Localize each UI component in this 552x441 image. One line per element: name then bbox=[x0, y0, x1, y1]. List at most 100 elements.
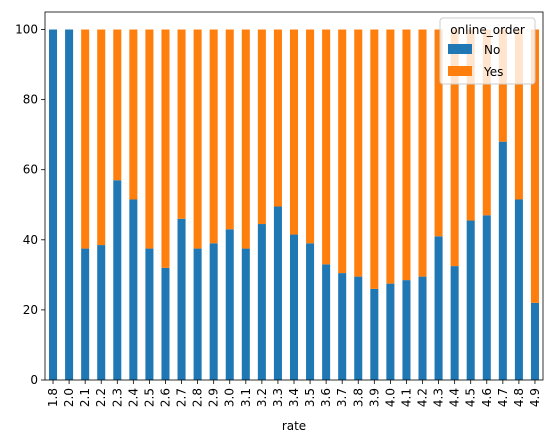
x-tick-label: 3.3 bbox=[271, 388, 285, 407]
bar-no-2.0 bbox=[65, 29, 74, 381]
legend: online_order No Yes bbox=[439, 17, 536, 85]
bar-no-2.4 bbox=[129, 199, 138, 380]
bar-yes-2.1 bbox=[81, 29, 90, 249]
legend-items: No Yes bbox=[448, 43, 503, 79]
bar-no-4.0 bbox=[386, 283, 395, 380]
bar-no-4.1 bbox=[402, 280, 411, 380]
bar-no-2.1 bbox=[81, 248, 90, 380]
x-tick-label: 2.0 bbox=[62, 388, 76, 407]
x-tick-label: 3.9 bbox=[367, 388, 381, 407]
bar-yes-2.4 bbox=[129, 29, 138, 200]
x-tick-labels: 1.8 2.0 2.1 2.2 2.3 2.4 2.5 2.6 2.7 2.8 2.9 3.0 3.1 3… bbox=[46, 388, 542, 407]
bar-no-3.8 bbox=[354, 276, 363, 380]
x-tick-label: 4.4 bbox=[448, 388, 462, 407]
y-tick-label: 0 bbox=[30, 373, 38, 387]
x-tick-label: 4.0 bbox=[383, 388, 397, 407]
bar-yes-3.5 bbox=[306, 29, 315, 244]
bar-no-4.7 bbox=[498, 141, 507, 380]
legend-label-yes: Yes bbox=[483, 65, 503, 79]
bar-no-3.4 bbox=[289, 234, 299, 380]
bar-yes-4.7 bbox=[498, 29, 507, 142]
bar-yes-3.0 bbox=[225, 29, 234, 230]
y-tick-label: 60 bbox=[23, 163, 38, 177]
bar-yes-4.4 bbox=[450, 29, 459, 267]
bar-yes-3.7 bbox=[338, 29, 347, 274]
bar-no-3.2 bbox=[257, 224, 266, 380]
y-tick-label: 20 bbox=[23, 303, 38, 317]
y-tick-label: 100 bbox=[15, 23, 38, 37]
bar-yes-3.6 bbox=[322, 29, 331, 265]
bar-yes-4.9 bbox=[530, 29, 539, 303]
y-tick-label: 40 bbox=[23, 233, 38, 247]
bar-yes-4.6 bbox=[482, 29, 491, 216]
legend-swatch-yes bbox=[448, 66, 472, 76]
x-tick-label: 2.4 bbox=[126, 388, 140, 407]
x-tick-label: 3.5 bbox=[303, 388, 317, 407]
bar-no-2.3 bbox=[113, 180, 122, 380]
bar-no-4.2 bbox=[418, 276, 427, 380]
bar-no-2.5 bbox=[145, 248, 154, 380]
x-tick-label: 4.8 bbox=[512, 388, 526, 407]
bar-yes-2.7 bbox=[177, 29, 186, 219]
bar-no-3.7 bbox=[338, 273, 347, 380]
legend-title: online_order bbox=[450, 23, 525, 37]
x-tick-label: 4.7 bbox=[496, 388, 510, 407]
x-tick-label: 2.3 bbox=[110, 388, 124, 407]
bar-no-3.9 bbox=[370, 288, 379, 380]
legend-swatch-no bbox=[448, 44, 472, 54]
x-tick-label: 2.6 bbox=[158, 388, 172, 407]
bar-no-1.8 bbox=[49, 29, 58, 381]
bar-yes-4.0 bbox=[386, 29, 395, 284]
bar-no-4.5 bbox=[466, 220, 475, 380]
bar-yes-4.5 bbox=[466, 29, 475, 221]
bar-yes-4.1 bbox=[402, 29, 411, 281]
x-tick-label: 4.2 bbox=[416, 388, 430, 407]
x-tick-label: 3.8 bbox=[351, 388, 365, 407]
bar-yes-3.1 bbox=[241, 29, 250, 249]
axes-group bbox=[41, 11, 544, 384]
bar-yes-4.3 bbox=[434, 29, 443, 237]
x-tick-label: 3.0 bbox=[223, 388, 237, 407]
bar-no-2.9 bbox=[209, 243, 218, 380]
bar-no-4.9 bbox=[530, 302, 539, 380]
bar-no-3.3 bbox=[273, 206, 282, 380]
x-tick-label: 3.1 bbox=[239, 388, 253, 407]
bar-yes-2.6 bbox=[161, 29, 170, 268]
bar-yes-3.4 bbox=[289, 29, 299, 235]
bar-yes-2.8 bbox=[193, 29, 202, 249]
bars-group bbox=[49, 29, 539, 381]
bar-yes-3.8 bbox=[354, 29, 363, 277]
x-tick-label: 4.9 bbox=[528, 388, 542, 407]
x-tick-label: 2.9 bbox=[207, 388, 221, 407]
bar-yes-4.2 bbox=[418, 29, 427, 277]
y-tick-labels: 0 20 40 60 80 100 bbox=[15, 23, 38, 387]
x-tick-label: 2.5 bbox=[142, 388, 156, 407]
x-tick-label: 4.5 bbox=[464, 388, 478, 407]
bar-yes-2.5 bbox=[145, 29, 154, 249]
bar-no-2.8 bbox=[193, 248, 202, 380]
x-tick-label: 2.1 bbox=[78, 388, 92, 407]
bar-no-4.6 bbox=[482, 215, 491, 380]
bar-yes-2.3 bbox=[113, 29, 122, 181]
bar-yes-3.3 bbox=[273, 29, 282, 207]
x-tick-label: 2.8 bbox=[191, 388, 205, 407]
x-tick-label: 2.7 bbox=[175, 388, 189, 407]
bar-no-3.5 bbox=[306, 243, 315, 380]
bar-no-3.0 bbox=[225, 229, 234, 380]
x-tick-label: 1.8 bbox=[46, 388, 60, 407]
bar-yes-2.9 bbox=[209, 29, 218, 244]
x-tick-label: 4.1 bbox=[399, 388, 413, 407]
bar-yes-4.8 bbox=[514, 29, 523, 200]
x-tick-label: 2.2 bbox=[94, 388, 108, 407]
bar-no-3.6 bbox=[322, 264, 331, 380]
x-tick-label: 3.6 bbox=[319, 388, 333, 407]
x-tick-label: 3.2 bbox=[255, 388, 269, 407]
bar-no-2.2 bbox=[97, 245, 106, 380]
bar-no-4.8 bbox=[514, 199, 523, 380]
bar-yes-2.2 bbox=[97, 29, 106, 246]
bar-no-2.7 bbox=[177, 218, 186, 380]
bar-yes-3.9 bbox=[370, 29, 379, 289]
bar-no-4.4 bbox=[450, 266, 459, 380]
x-tick-label: 3.4 bbox=[287, 388, 301, 407]
